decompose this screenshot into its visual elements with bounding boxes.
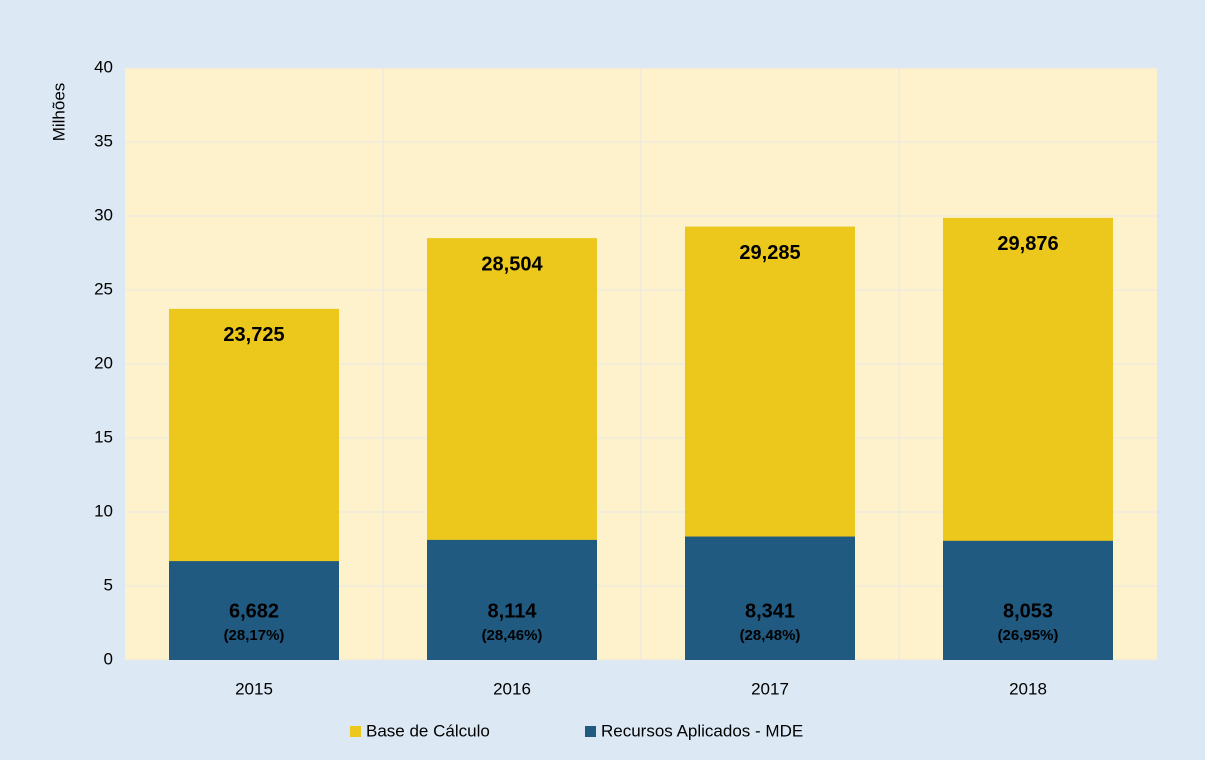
value-label: 8,053 [1003,600,1053,622]
y-tick-label: 15 [94,427,113,446]
y-tick-label: 5 [104,575,113,594]
value-label: 23,725 [223,324,284,346]
bar [427,539,597,660]
percent-label: (28,46%) [482,627,543,644]
value-label: 8,341 [745,600,795,622]
y-axis-label: Milhões [49,83,68,142]
value-label: 28,504 [481,253,543,275]
legend-swatch [585,726,596,737]
bar [169,561,339,660]
y-tick-label: 25 [94,279,113,298]
percent-label: (28,48%) [740,627,801,644]
percent-label: (26,95%) [998,627,1059,644]
bar [943,540,1113,660]
y-tick-label: 10 [94,501,113,520]
y-tick-label: 40 [94,57,113,76]
legend-swatch [350,726,361,737]
y-tick-label: 35 [94,131,113,150]
value-label: 8,114 [488,600,538,622]
y-tick-label: 0 [104,649,113,668]
x-tick-label: 2016 [493,679,531,698]
value-label: 29,285 [739,242,800,264]
percent-label: (28,17%) [224,627,285,644]
x-tick-label: 2017 [751,679,789,698]
legend-label: Base de Cálculo [366,721,490,740]
y-tick-label: 30 [94,205,113,224]
value-label: 6,682 [229,600,279,622]
x-tick-label: 2018 [1009,679,1047,698]
legend-label: Recursos Aplicados - MDE [601,721,803,740]
bar [685,536,855,660]
value-label: 29,876 [997,233,1058,255]
y-tick-label: 20 [94,353,113,372]
x-tick-label: 2015 [235,679,273,698]
